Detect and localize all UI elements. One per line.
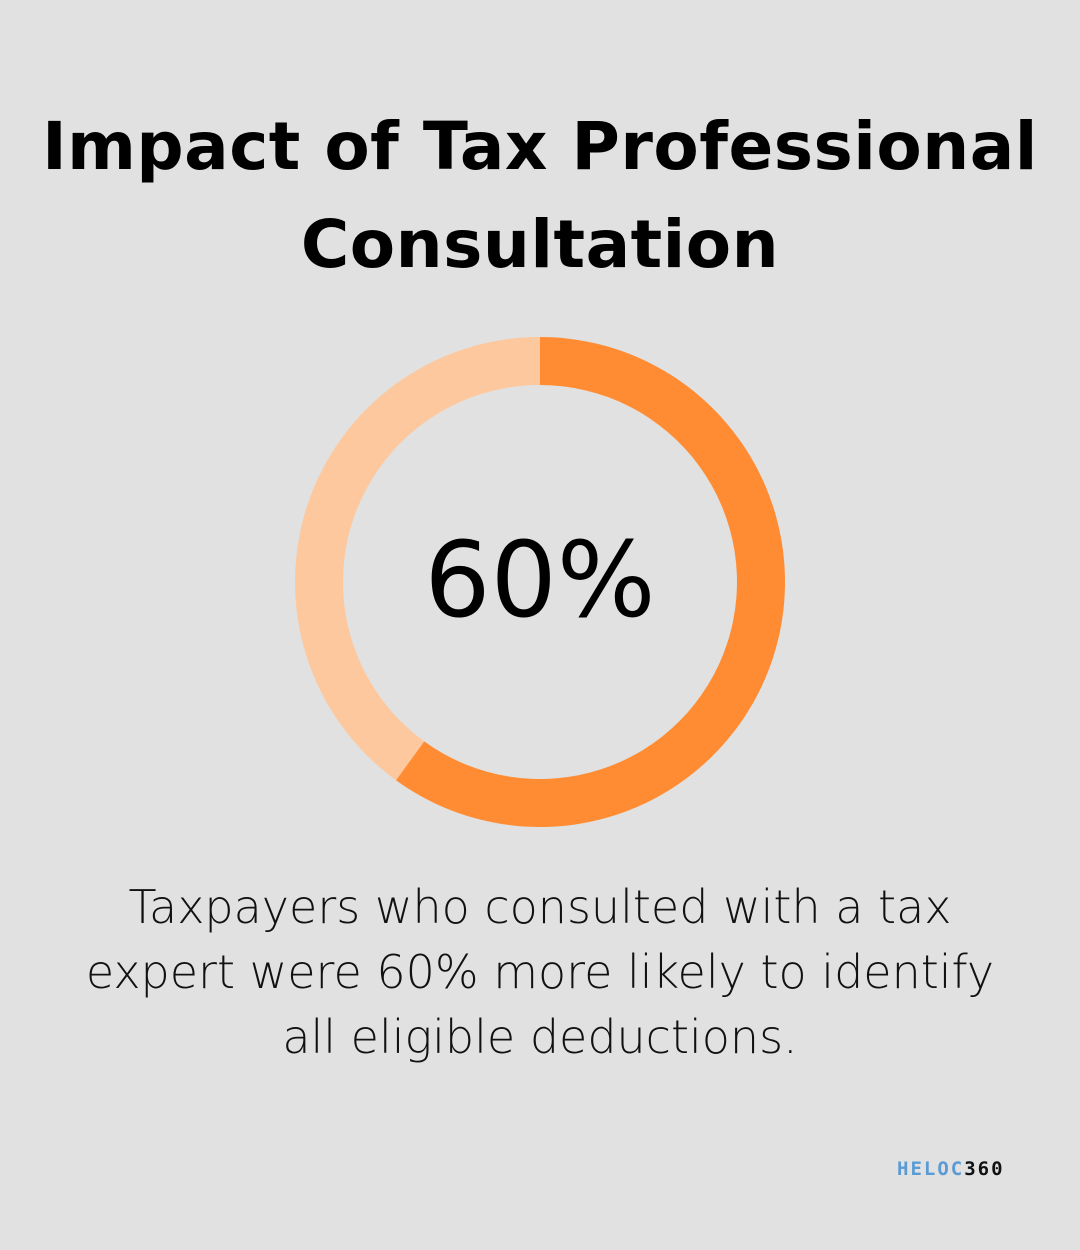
donut-segment-highlight [395,337,785,827]
donut-segment-remainder [295,337,540,781]
center-percentage: 60% [424,519,656,641]
heloc360-logo: HELOC360 [897,1158,1005,1180]
logo-part-1: HELOC [897,1158,965,1180]
donut-chart [295,337,785,827]
description: Taxpayers who consulted with a tax exper… [85,880,995,1064]
page-title: Impact of Tax Professional Consultation [42,108,1038,283]
logo-part-2: 360 [964,1158,1005,1180]
